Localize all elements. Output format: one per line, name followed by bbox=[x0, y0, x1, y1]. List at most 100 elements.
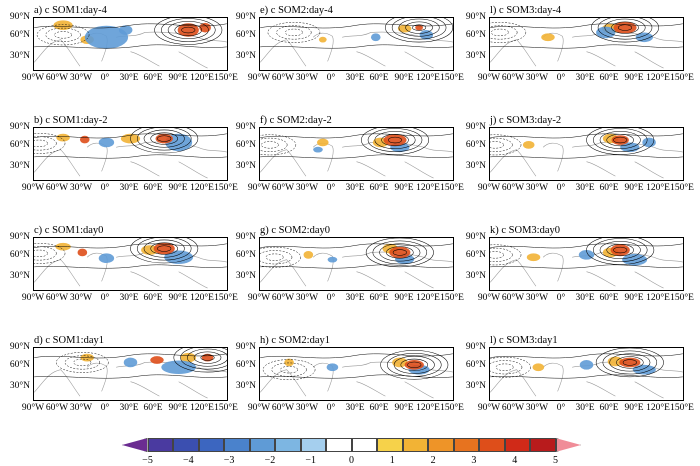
contour-solid bbox=[490, 353, 683, 359]
lat-label: 30°N bbox=[9, 161, 30, 171]
negative-anomaly-shading bbox=[98, 253, 115, 264]
map-area bbox=[259, 237, 454, 291]
lon-label: 90°W bbox=[21, 73, 45, 83]
lat-label: 60°N bbox=[235, 360, 256, 370]
lat-label: 30°N bbox=[235, 271, 256, 281]
contour-dashed bbox=[54, 31, 72, 39]
lat-label: 60°N bbox=[9, 140, 30, 150]
lon-label: 90°E bbox=[394, 403, 414, 413]
map-svg bbox=[260, 128, 453, 179]
contour-solid bbox=[260, 133, 453, 139]
map-area bbox=[259, 347, 454, 401]
contour-solid bbox=[386, 246, 414, 259]
lat-label: 30°N bbox=[235, 161, 256, 171]
lon-label: 90°E bbox=[624, 183, 644, 193]
colorbar-tick-label: −2 bbox=[264, 455, 276, 466]
contour-dashed bbox=[45, 27, 81, 42]
lon-label: 0° bbox=[326, 403, 336, 413]
lon-label: 30°E bbox=[345, 73, 365, 83]
coastline bbox=[34, 361, 227, 399]
panel-title: g) c SOM2:day0 bbox=[260, 225, 330, 236]
contour-dashed bbox=[265, 253, 284, 261]
contour-solid bbox=[143, 239, 185, 258]
contour-solid bbox=[34, 133, 227, 139]
contour-solid bbox=[260, 264, 453, 269]
lon-label: 60°E bbox=[599, 183, 619, 193]
map-panel-e: e) c SOM2:day-4 90°N 60°N 30°N 90°W 60°W 30°W 0… bbox=[226, 4, 471, 88]
lat-label: 30°N bbox=[9, 271, 30, 281]
map-area bbox=[489, 127, 684, 181]
contour-solid bbox=[380, 350, 449, 380]
lat-label: 30°N bbox=[235, 51, 256, 61]
contour-solid bbox=[490, 154, 683, 159]
positive-anomaly-shading bbox=[56, 133, 70, 142]
positive-anomaly-shading bbox=[541, 33, 555, 42]
negative-anomaly-shading bbox=[84, 25, 129, 49]
lon-label: 90°W bbox=[477, 403, 501, 413]
positive-anomaly-shading bbox=[284, 358, 294, 367]
contour-solid bbox=[34, 374, 227, 379]
lon-label: 90°W bbox=[477, 293, 501, 303]
colorbar-cell bbox=[453, 438, 479, 452]
contour-solid bbox=[490, 374, 683, 379]
positive-anomaly-shading bbox=[180, 352, 196, 363]
contour-solid bbox=[385, 18, 453, 43]
contour-solid bbox=[34, 23, 227, 29]
negative-anomaly-shading bbox=[419, 30, 434, 40]
panel-title: c) c SOM1:day0 bbox=[34, 225, 104, 236]
colorbar-cell bbox=[530, 438, 556, 452]
lon-label: 30°E bbox=[575, 403, 595, 413]
contour-dashed bbox=[490, 247, 513, 262]
negative-anomaly-shading bbox=[326, 363, 339, 372]
lat-label: 90°N bbox=[465, 232, 486, 242]
lon-label: 120°E bbox=[416, 293, 440, 303]
colorbar-cell bbox=[147, 438, 173, 452]
contour-solid bbox=[167, 21, 209, 39]
contour-dashed bbox=[490, 141, 504, 149]
negative-anomaly-shading bbox=[161, 360, 196, 374]
negative-anomaly-shading bbox=[370, 33, 381, 42]
contour-solid bbox=[136, 238, 192, 261]
contour-solid bbox=[616, 356, 644, 369]
panel-title: f) c SOM2:day-2 bbox=[260, 115, 332, 126]
contour-solid bbox=[260, 353, 453, 359]
contour-solid bbox=[173, 348, 227, 373]
lon-label: 0° bbox=[556, 403, 566, 413]
contour-solid bbox=[490, 243, 683, 249]
lon-label: 90°E bbox=[168, 183, 188, 193]
negative-anomaly-shading bbox=[642, 137, 656, 148]
lon-axis: 90°W 60°W 30°W 0° 30°E 60°E 90°E 120°E 150°E bbox=[244, 73, 469, 85]
lon-label: 60°E bbox=[369, 293, 389, 303]
lon-label: 90°W bbox=[247, 73, 271, 83]
lon-label: 30°W bbox=[295, 293, 319, 303]
lon-label: 30°W bbox=[295, 403, 319, 413]
colorbar-tick-label: 0 bbox=[349, 455, 354, 466]
lon-label: 120°E bbox=[646, 293, 670, 303]
lon-label: 60°E bbox=[599, 403, 619, 413]
lon-label: 150°E bbox=[214, 403, 238, 413]
map-panel-j: j) c SOM3:day-2 90°N 60°N 30°N 90°W 60°W 30°W 0… bbox=[456, 114, 700, 198]
lon-label: 30°W bbox=[69, 183, 93, 193]
lat-label: 90°N bbox=[465, 342, 486, 352]
lon-label: 60°W bbox=[45, 293, 69, 303]
contour-solid bbox=[260, 154, 453, 159]
contour-dashed bbox=[262, 359, 316, 381]
lon-label: 90°W bbox=[21, 293, 45, 303]
lon-label: 90°E bbox=[624, 403, 644, 413]
contour-solid bbox=[412, 24, 427, 31]
lon-label: 120°E bbox=[190, 293, 214, 303]
contour-solid bbox=[260, 23, 453, 29]
lon-label: 150°E bbox=[670, 293, 694, 303]
colorbar-tick-label: 4 bbox=[512, 455, 518, 466]
contour-dashed bbox=[36, 24, 90, 46]
lon-label: 30°E bbox=[575, 293, 595, 303]
contour-solid bbox=[604, 18, 646, 37]
lat-label: 90°N bbox=[235, 122, 256, 132]
panel-title: d) c SOM1:day1 bbox=[34, 335, 104, 346]
map-svg bbox=[490, 128, 683, 179]
map-panel-k: k) c SOM3:day0 90°N 60°N 30°N 90°W 60°W 30°W 0°… bbox=[456, 224, 700, 308]
lon-label: 60°W bbox=[45, 73, 69, 83]
lon-label: 150°E bbox=[670, 73, 694, 83]
map-svg bbox=[34, 238, 227, 289]
lat-label: 60°N bbox=[465, 30, 486, 40]
